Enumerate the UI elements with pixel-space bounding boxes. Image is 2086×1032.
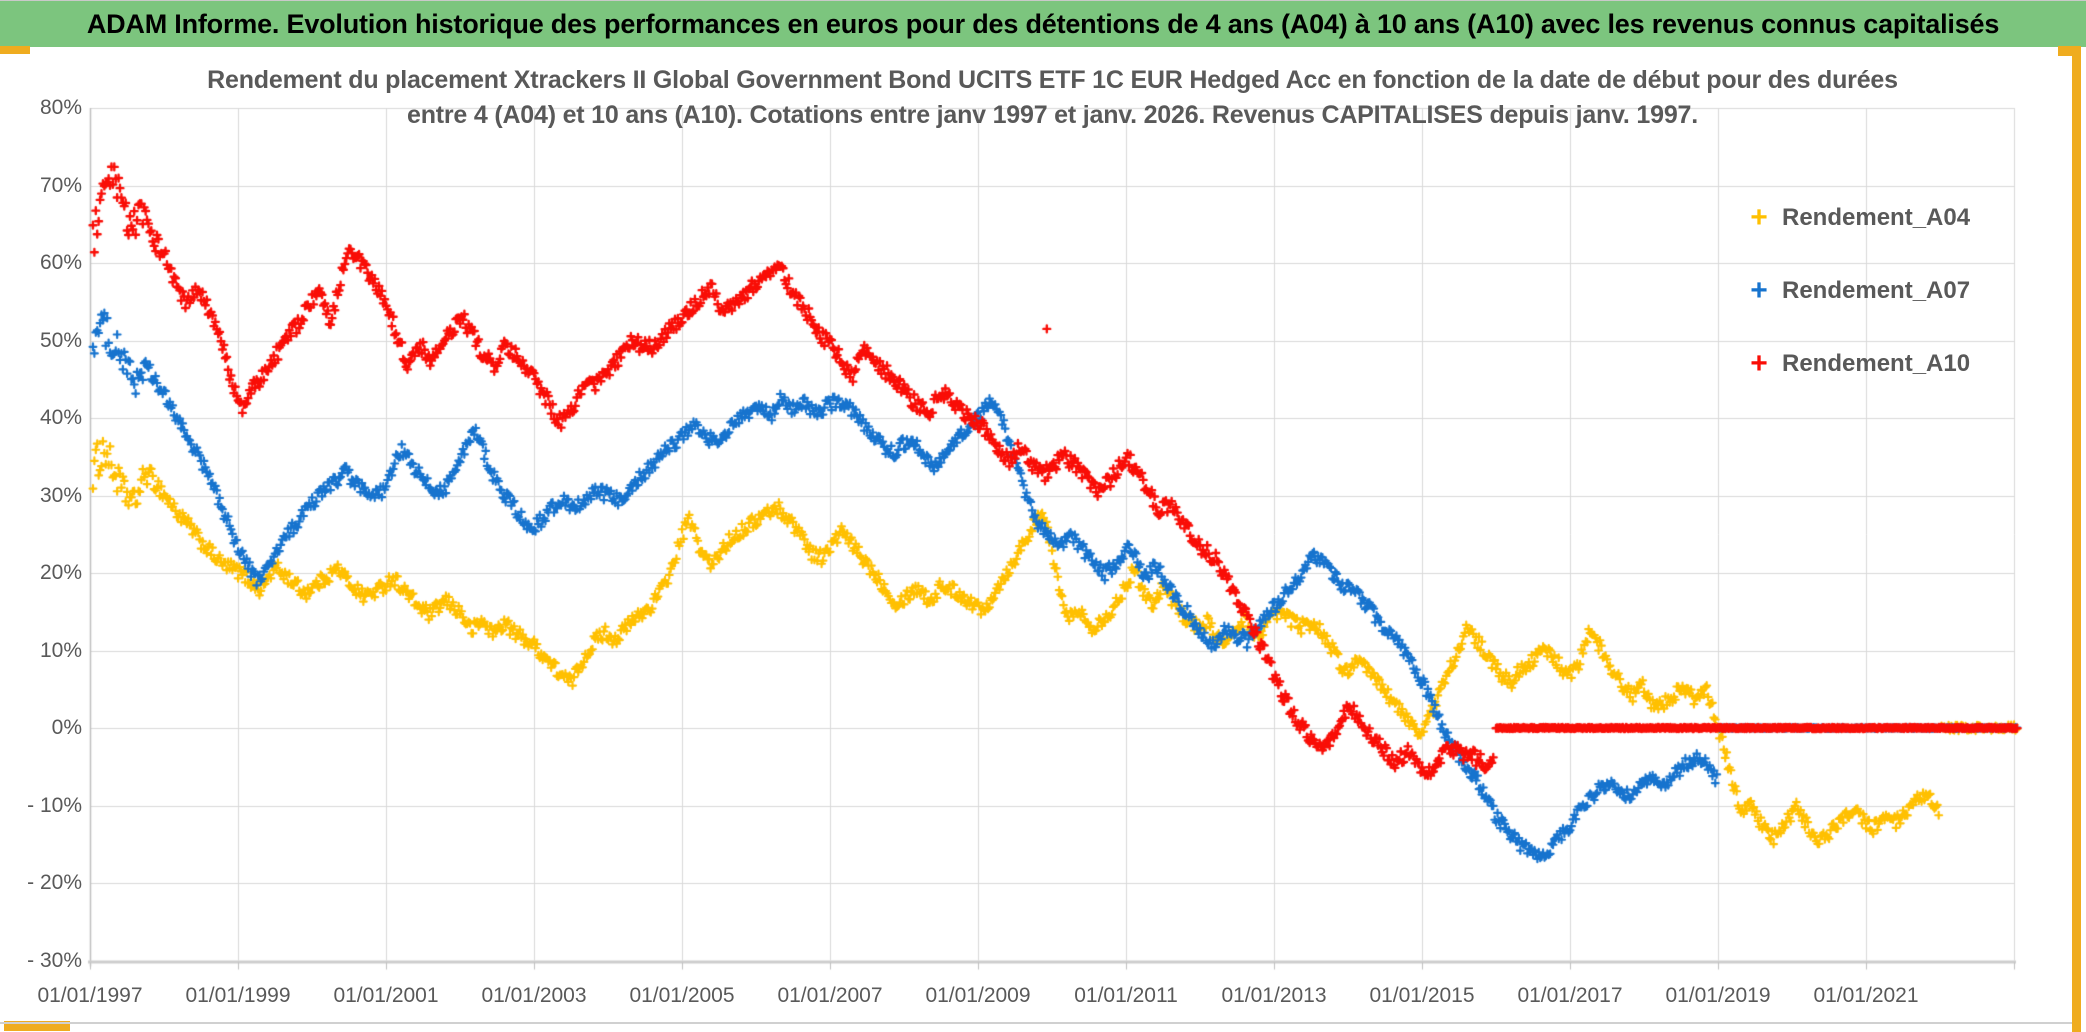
legend-label-a04: Rendement_A04 [1782, 204, 1971, 231]
gold-accent-top-left [0, 46, 30, 54]
legend-label-a10: Rendement_A10 [1782, 350, 1971, 377]
y-tick-label: 40% [39, 406, 82, 429]
legend-item-a10: + Rendement_A10 [1746, 349, 1970, 379]
legend-item-a07: + Rendement_A07 [1746, 276, 1970, 306]
x-tick-label: 01/01/2019 [1665, 984, 1771, 1007]
x-tick-label: 01/01/2001 [333, 984, 439, 1007]
x-tick-label: 01/01/2013 [1221, 984, 1327, 1007]
y-tick-label: - 30% [27, 948, 82, 972]
legend-label-a07: Rendement_A07 [1782, 277, 1971, 304]
gold-accent-bottom-left [4, 1021, 70, 1031]
plus-marker-a07-icon: + [1750, 274, 1768, 307]
y-tick-label: 60% [39, 251, 82, 274]
y-tick-label: 20% [39, 561, 82, 584]
x-tick-label: 01/01/2005 [629, 984, 735, 1007]
y-tick-label: 50% [39, 328, 82, 352]
x-tick-label: 01/01/1997 [37, 984, 143, 1007]
gold-right-stripe [2072, 46, 2081, 1032]
plus-marker-a10-icon: + [1750, 347, 1768, 380]
legend-item-a04: + Rendement_A04 [1746, 203, 1970, 233]
chart-title: Rendement du placement Xtrackers II Glob… [90, 63, 2015, 133]
x-tick-label: 01/01/2015 [1369, 984, 1475, 1007]
x-tick-label: 01/01/2021 [1813, 984, 1919, 1007]
y-tick-label: 80% [39, 96, 82, 119]
y-tick-label: 10% [39, 638, 82, 662]
chart-title-line1: Rendement du placement Xtrackers II Glob… [207, 66, 1898, 94]
y-tick-label: 0% [51, 716, 82, 739]
x-tick-label: 01/01/2007 [777, 984, 883, 1007]
x-tick-label: 01/01/2009 [925, 984, 1031, 1007]
y-tick-label: - 10% [27, 793, 82, 817]
x-tick-label: 01/01/2011 [1074, 984, 1178, 1007]
plus-marker-a04-icon: + [1750, 201, 1768, 234]
x-tick-label: 01/01/2017 [1517, 984, 1623, 1007]
x-tick-label: 01/01/2003 [481, 984, 587, 1007]
x-tick-label: 01/01/1999 [185, 984, 291, 1007]
header-title: ADAM Informe. Evolution historique des p… [86, 8, 2000, 39]
gold-accent-top-right [2058, 46, 2081, 56]
y-tick-label: - 20% [27, 871, 82, 894]
y-tick-label: 30% [39, 483, 82, 507]
chart-title-line2: entre 4 (A04) et 10 ans (A10). Cotations… [407, 101, 1698, 129]
bottom-hairline [0, 1022, 2072, 1024]
header-bar: ADAM Informe. Evolution historique des p… [0, 0, 2086, 47]
y-tick-label: 70% [39, 173, 82, 197]
